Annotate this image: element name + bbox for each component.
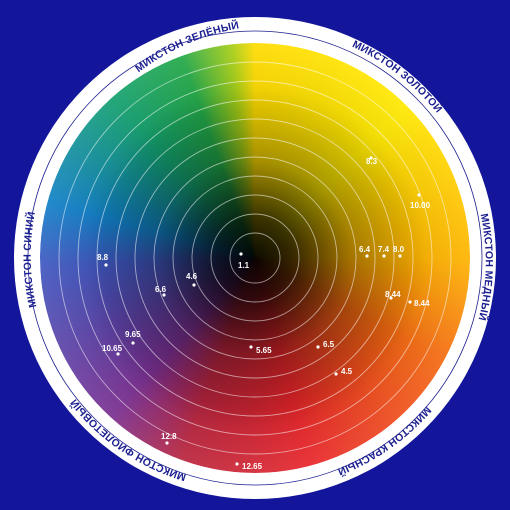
point-4-6: 4.6 [186, 272, 198, 287]
point-10-65: 10.65 [102, 344, 123, 356]
ring-circle [191, 194, 319, 322]
ring-circle [58, 61, 452, 455]
point-9-65: 9.65 [125, 330, 141, 345]
point-label: 1.1 [238, 261, 250, 270]
point-6-6: 6.6 [155, 285, 167, 297]
ring-circle [96, 99, 414, 417]
point-8-3: 8.3 [366, 156, 378, 166]
point-label: 10.00 [410, 201, 431, 210]
ring-circle [134, 137, 376, 379]
point-label: 12.65 [242, 462, 263, 471]
point-label: 8.0 [393, 245, 405, 254]
point-label: 4.6 [186, 272, 198, 281]
point-label: 8.8 [97, 253, 109, 262]
outer-ring-line [27, 30, 483, 486]
ring-circle [115, 118, 395, 398]
color-wheel [40, 43, 470, 473]
point-8-44-b: 8.44 [408, 299, 430, 308]
point-label: 10.65 [102, 344, 123, 353]
point-1-1: 1.1 [238, 252, 250, 270]
point-label: 9.65 [125, 330, 141, 339]
point-label: 8.44 [385, 290, 401, 299]
point-label: 5.65 [256, 346, 272, 355]
point-6-5: 6.5 [316, 340, 335, 349]
point-6-4: 6.4 [359, 245, 371, 258]
point-label: 8.44 [414, 299, 430, 308]
point-7-4: 7.4 [378, 245, 390, 258]
concentric-rings [58, 61, 452, 455]
point-8-8: 8.8 [97, 253, 109, 267]
point-5-65: 5.65 [249, 345, 272, 355]
point-label: 6.5 [323, 340, 335, 349]
ring-circle [77, 80, 433, 436]
point-12-65: 12.65 [235, 462, 263, 471]
point-label: 4.5 [341, 367, 353, 376]
point-12-8: 12.8 [161, 432, 177, 445]
point-8-44-a: 8.44 [385, 290, 401, 300]
ring-circle [172, 175, 338, 341]
point-label: 6.4 [359, 245, 371, 254]
point-10-00: 10.00 [410, 193, 431, 210]
point-label: 7.4 [378, 245, 390, 254]
point-label: 8.3 [366, 157, 378, 166]
data-points: 1.1 4.6 6.6 8.8 9.65 10.65 5.65 6.5 4.5 … [97, 156, 431, 471]
ring-circle [153, 156, 357, 360]
point-8-0: 8.0 [393, 245, 405, 258]
point-label: 6.6 [155, 285, 167, 294]
ring-circle [229, 232, 281, 284]
point-4-5: 4.5 [334, 367, 353, 376]
point-label: 12.8 [161, 432, 177, 441]
ring-circle [210, 213, 300, 303]
